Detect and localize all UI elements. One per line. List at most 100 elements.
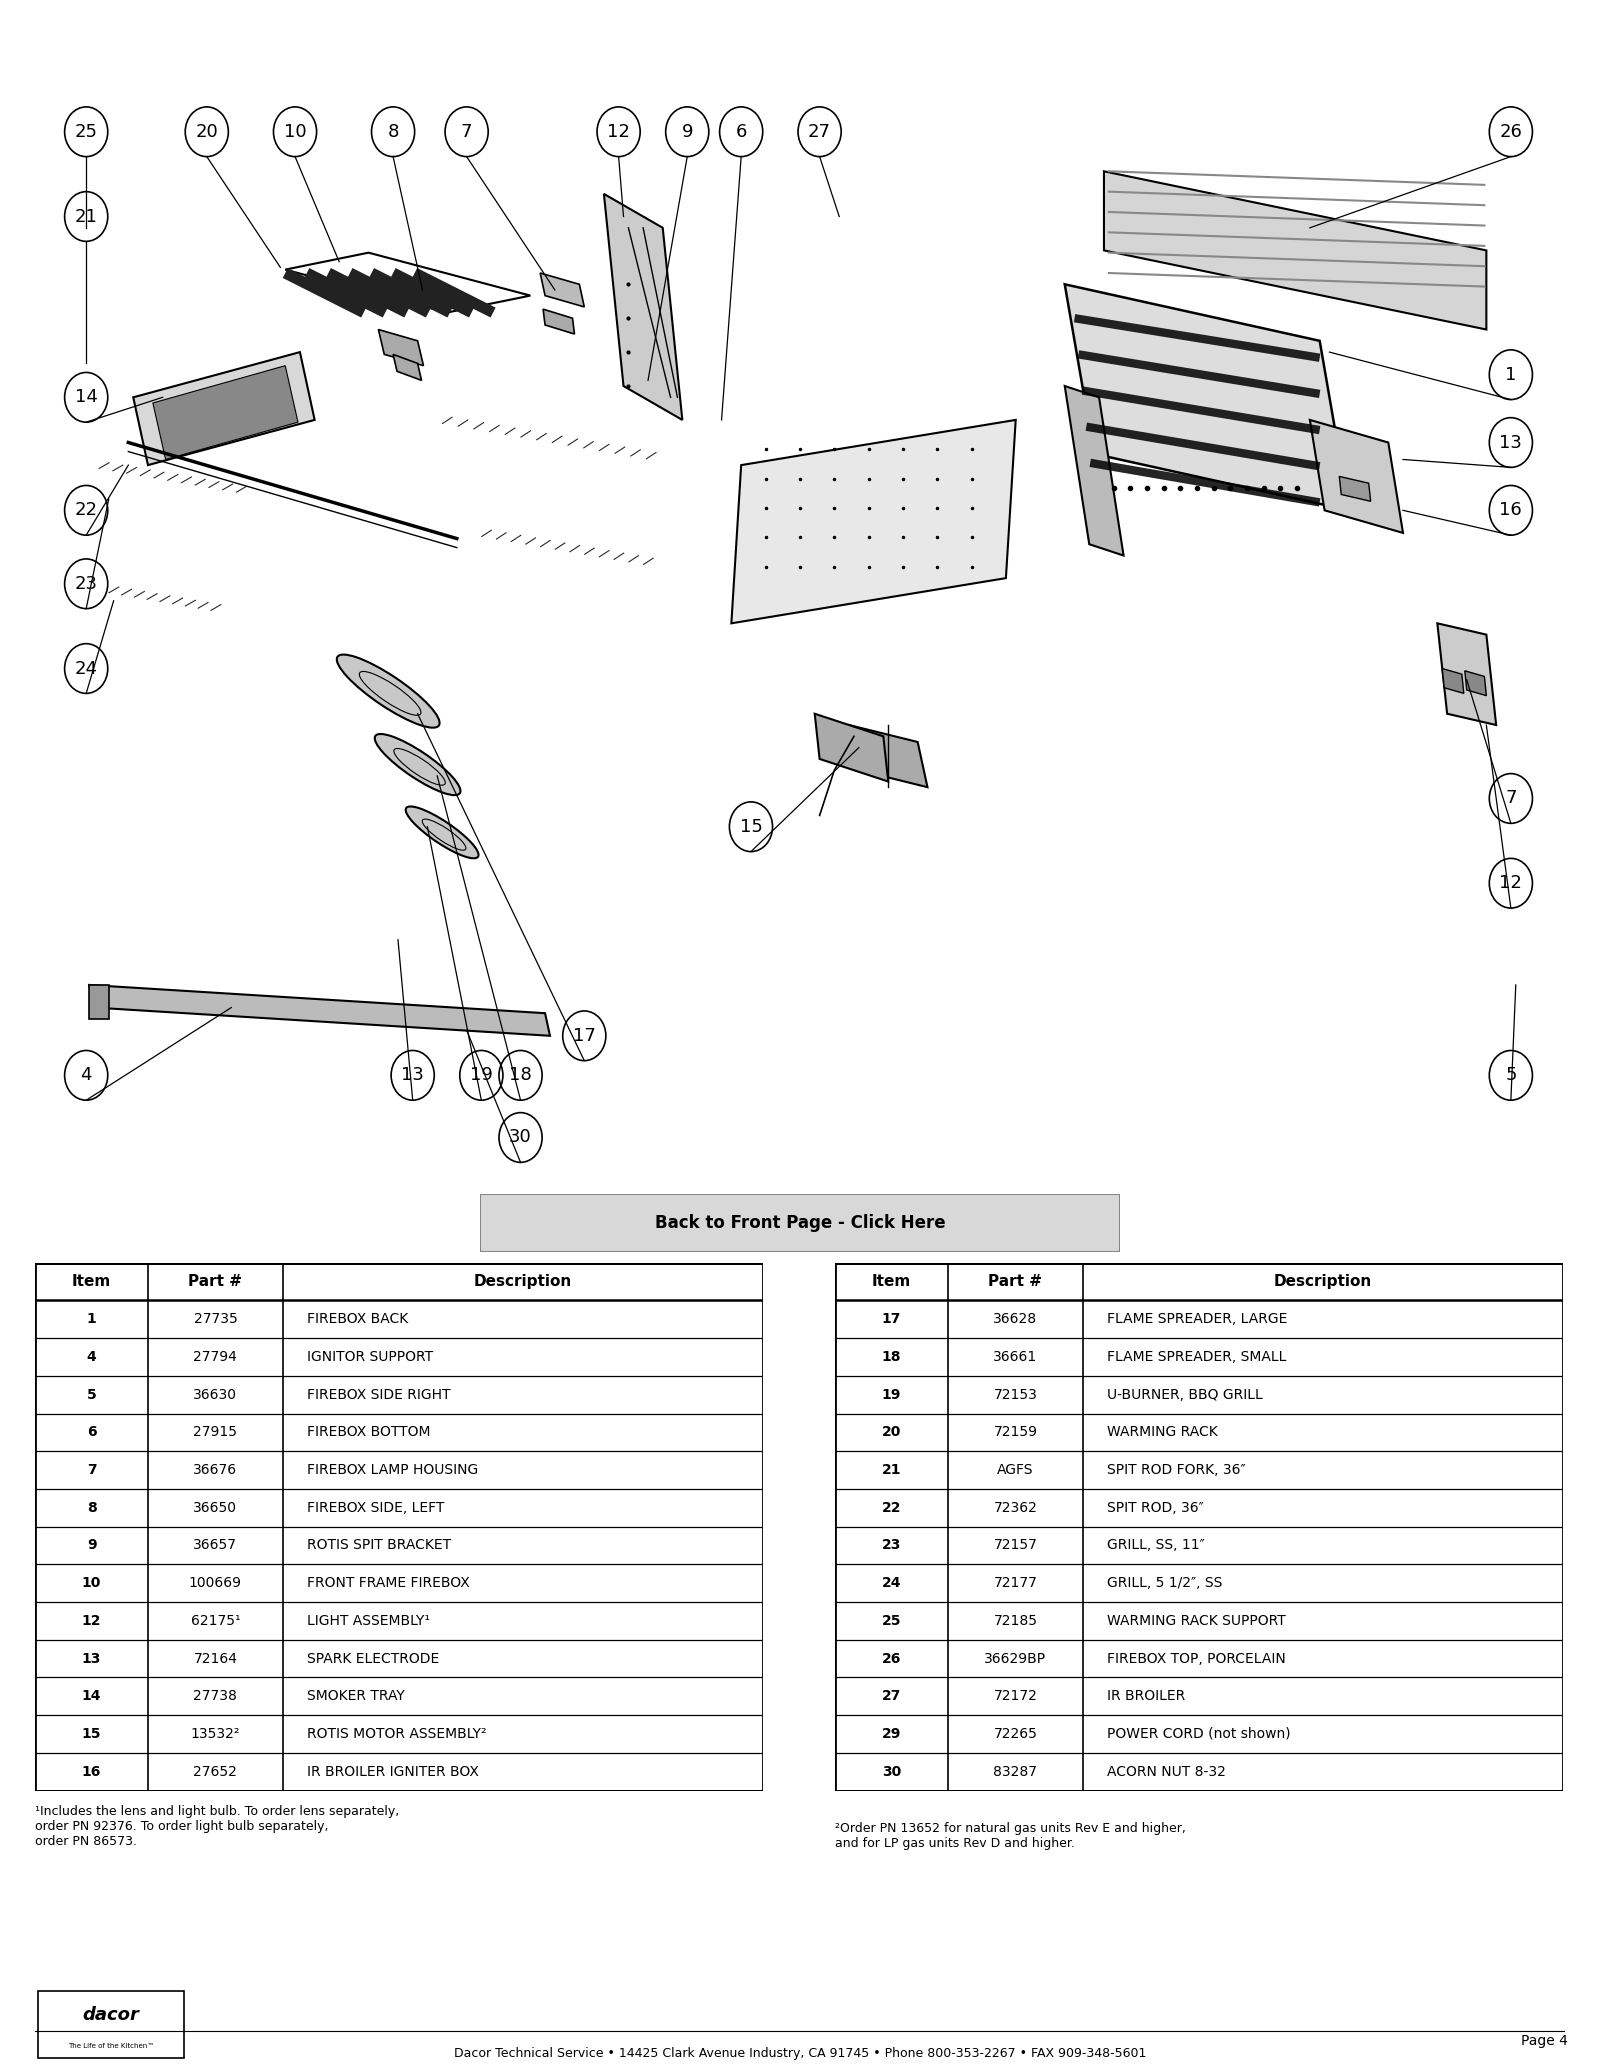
Text: 30: 30 xyxy=(882,1766,901,1778)
Polygon shape xyxy=(603,195,682,420)
Text: 18: 18 xyxy=(882,1350,901,1364)
Polygon shape xyxy=(1464,671,1486,696)
Text: 24: 24 xyxy=(882,1575,901,1590)
Text: GRILL, SS, 11″: GRILL, SS, 11″ xyxy=(1107,1538,1205,1552)
Text: 100669: 100669 xyxy=(189,1575,242,1590)
Text: FIREBOX SIDE, LEFT: FIREBOX SIDE, LEFT xyxy=(307,1501,445,1515)
Text: 24: 24 xyxy=(75,660,98,677)
Text: dacor: dacor xyxy=(83,2006,139,2024)
Text: Part #: Part # xyxy=(989,1273,1042,1290)
Text: FLAME SPREADER, LARGE: FLAME SPREADER, LARGE xyxy=(1107,1312,1286,1327)
Text: 5: 5 xyxy=(1506,1066,1517,1085)
Text: 10: 10 xyxy=(283,122,306,141)
Text: FIREBOX BACK: FIREBOX BACK xyxy=(307,1312,408,1327)
Text: 9: 9 xyxy=(86,1538,96,1552)
Polygon shape xyxy=(731,420,1016,623)
Ellipse shape xyxy=(406,807,478,859)
Polygon shape xyxy=(378,329,424,366)
Text: 72157: 72157 xyxy=(994,1538,1037,1552)
Text: 36628: 36628 xyxy=(994,1312,1037,1327)
Text: FIREBOX BOTTOM: FIREBOX BOTTOM xyxy=(307,1426,430,1439)
Text: 13: 13 xyxy=(402,1066,424,1085)
Text: 21: 21 xyxy=(75,207,98,226)
Text: SPIT ROD FORK, 36″: SPIT ROD FORK, 36″ xyxy=(1107,1463,1245,1478)
Text: 1: 1 xyxy=(86,1312,96,1327)
Text: Part #: Part # xyxy=(189,1273,242,1290)
Polygon shape xyxy=(90,985,109,1018)
Text: Description: Description xyxy=(474,1273,573,1290)
Text: FRONT FRAME FIREBOX: FRONT FRAME FIREBOX xyxy=(307,1575,469,1590)
Text: 14: 14 xyxy=(82,1689,101,1704)
Text: 14: 14 xyxy=(75,389,98,406)
Text: 9: 9 xyxy=(682,122,693,141)
Text: 8: 8 xyxy=(86,1501,96,1515)
Text: WARMING RACK: WARMING RACK xyxy=(1107,1426,1218,1439)
Polygon shape xyxy=(1064,385,1123,555)
Text: IGNITOR SUPPORT: IGNITOR SUPPORT xyxy=(307,1350,434,1364)
Text: EOG52 Outdoor Grill Firebox Components: EOG52 Outdoor Grill Firebox Components xyxy=(62,37,1037,79)
Text: FIREBOX LAMP HOUSING: FIREBOX LAMP HOUSING xyxy=(307,1463,478,1478)
Polygon shape xyxy=(154,366,298,460)
Text: ROTIS SPIT BRACKET: ROTIS SPIT BRACKET xyxy=(307,1538,451,1552)
Text: 36630: 36630 xyxy=(194,1387,237,1401)
Text: 27738: 27738 xyxy=(194,1689,237,1704)
Text: Dacor Technical Service • 14425 Clark Avenue Industry, CA 91745 • Phone 800-353-: Dacor Technical Service • 14425 Clark Av… xyxy=(454,2047,1146,2060)
Text: 26: 26 xyxy=(882,1652,901,1666)
Text: 36657: 36657 xyxy=(194,1538,237,1552)
Text: 6: 6 xyxy=(736,122,747,141)
Text: 29: 29 xyxy=(882,1726,901,1741)
Text: 23: 23 xyxy=(75,575,98,592)
Text: 36629BP: 36629BP xyxy=(984,1652,1046,1666)
Text: 20: 20 xyxy=(882,1426,901,1439)
Text: 1: 1 xyxy=(1506,366,1517,383)
Text: 21: 21 xyxy=(882,1463,901,1478)
Text: 4: 4 xyxy=(80,1066,91,1085)
Text: IR BROILER: IR BROILER xyxy=(1107,1689,1186,1704)
Bar xyxy=(35,1263,763,1300)
Text: 72172: 72172 xyxy=(994,1689,1037,1704)
Text: 13: 13 xyxy=(1499,433,1522,451)
Text: FLAME SPREADER, SMALL: FLAME SPREADER, SMALL xyxy=(1107,1350,1286,1364)
Text: ²Order PN 13652 for natural gas units Rev E and higher,
and for LP gas units Rev: ²Order PN 13652 for natural gas units Re… xyxy=(835,1822,1186,1851)
Text: 15: 15 xyxy=(739,818,763,836)
Text: 7: 7 xyxy=(1506,789,1517,807)
Text: 18: 18 xyxy=(509,1066,531,1085)
Text: Item: Item xyxy=(872,1273,912,1290)
Polygon shape xyxy=(133,352,315,466)
Text: 25: 25 xyxy=(75,122,98,141)
Text: 27: 27 xyxy=(882,1689,901,1704)
Text: FIREBOX TOP, PORCELAIN: FIREBOX TOP, PORCELAIN xyxy=(1107,1652,1285,1666)
Polygon shape xyxy=(542,308,574,333)
Text: 13: 13 xyxy=(82,1652,101,1666)
Text: 16: 16 xyxy=(1499,501,1522,520)
Text: 12: 12 xyxy=(1499,874,1522,892)
Text: 72265: 72265 xyxy=(994,1726,1037,1741)
Text: SPIT ROD, 36″: SPIT ROD, 36″ xyxy=(1107,1501,1203,1515)
Text: 72159: 72159 xyxy=(994,1426,1037,1439)
Text: 19: 19 xyxy=(882,1387,901,1401)
Text: 36661: 36661 xyxy=(994,1350,1037,1364)
Text: 8: 8 xyxy=(387,122,398,141)
Text: 36676: 36676 xyxy=(194,1463,237,1478)
Text: Item: Item xyxy=(72,1273,112,1290)
Text: 62175¹: 62175¹ xyxy=(190,1615,240,1627)
Ellipse shape xyxy=(336,654,440,729)
Text: 72153: 72153 xyxy=(994,1387,1037,1401)
Text: ¹Includes the lens and light bulb. To order lens separately,
order PN 92376. To : ¹Includes the lens and light bulb. To or… xyxy=(35,1805,400,1849)
Text: ACORN NUT 8-32: ACORN NUT 8-32 xyxy=(1107,1766,1226,1778)
Text: 22: 22 xyxy=(75,501,98,520)
Text: AGFS: AGFS xyxy=(997,1463,1034,1478)
Polygon shape xyxy=(1339,476,1371,501)
Polygon shape xyxy=(1437,623,1496,724)
Text: 7: 7 xyxy=(86,1463,96,1478)
Text: 6: 6 xyxy=(86,1426,96,1439)
Text: 4: 4 xyxy=(86,1350,96,1364)
FancyBboxPatch shape xyxy=(38,1991,184,2058)
Text: 5: 5 xyxy=(86,1387,96,1401)
Text: 27: 27 xyxy=(808,122,830,141)
Text: FIREBOX SIDE RIGHT: FIREBOX SIDE RIGHT xyxy=(307,1387,450,1401)
Text: U-BURNER, BBQ GRILL: U-BURNER, BBQ GRILL xyxy=(1107,1387,1262,1401)
Text: 27652: 27652 xyxy=(194,1766,237,1778)
Text: 27735: 27735 xyxy=(194,1312,237,1327)
Text: 27794: 27794 xyxy=(194,1350,237,1364)
